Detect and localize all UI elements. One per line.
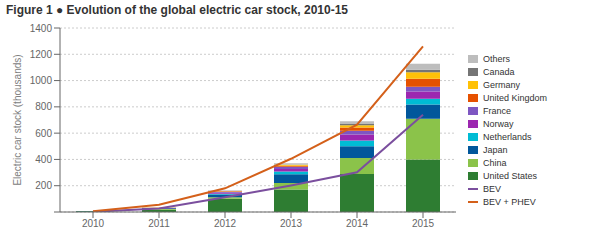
svg-text:400: 400 <box>35 154 52 165</box>
html-text:Germany: Germany <box>483 79 520 90</box>
svg-text:1200: 1200 <box>30 49 53 60</box>
html-text:Netherlands: Netherlands <box>483 131 532 142</box>
svg-text:2011: 2011 <box>148 218 170 229</box>
html-text:Others: Others <box>483 53 510 64</box>
svg-text:800: 800 <box>35 101 52 112</box>
html-text:France: France <box>483 105 511 116</box>
svg-text:2014: 2014 <box>346 218 369 229</box>
html-text:BEV + PHEV: BEV + PHEV <box>483 196 536 207</box>
html-text:China: China <box>483 157 507 168</box>
svg-text:Electric car stock (thousands): Electric car stock (thousands) <box>12 54 23 185</box>
svg-text:600: 600 <box>35 128 52 139</box>
svg-text:200: 200 <box>35 180 52 191</box>
svg-text:2013: 2013 <box>280 218 303 229</box>
html-text:Figure 1 ● Evolution of the gl: Figure 1 ● Evolution of the global elect… <box>6 3 348 17</box>
html-text:BEV: BEV <box>483 183 501 194</box>
svg-text:2015: 2015 <box>412 218 435 229</box>
svg-text:1400: 1400 <box>30 23 53 34</box>
html-text:United Kingdom: United Kingdom <box>483 92 547 103</box>
svg-text:1000: 1000 <box>30 75 53 86</box>
html-text:Japan: Japan <box>483 144 508 155</box>
html-text:United States: United States <box>483 170 537 181</box>
html-text:Canada: Canada <box>483 66 515 77</box>
html-text:Norway: Norway <box>483 118 514 129</box>
svg-text:2010: 2010 <box>82 218 105 229</box>
svg-text:2012: 2012 <box>214 218 237 229</box>
